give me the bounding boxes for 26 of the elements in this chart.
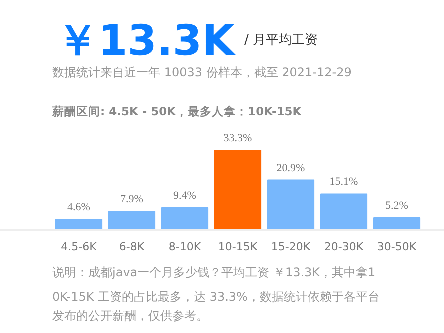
bar — [55, 218, 103, 230]
x-tick-label: 4.5-6K — [61, 240, 98, 254]
data-label: 33.3% — [224, 132, 252, 144]
x-tick-label: 6-8K — [119, 240, 146, 254]
bar — [214, 150, 262, 230]
x-tick-label: 30-50K — [377, 240, 418, 254]
data-label: 20.9% — [276, 162, 306, 174]
data-label: 5.2% — [386, 200, 408, 212]
chart-title: ￥13.3K — [56, 16, 236, 65]
bar — [320, 194, 368, 230]
x-tick-label: 10-15K — [218, 240, 258, 254]
chart-subtitle: / 月平均工资 — [244, 33, 318, 48]
bar — [267, 180, 315, 230]
data-label: 15.1% — [330, 176, 358, 188]
data-label: 4.6% — [68, 201, 90, 214]
text: 薪酬区间: 4.5K - 50K，最多人拿：10K-15K — [52, 104, 303, 118]
bar — [373, 218, 421, 230]
bar — [108, 211, 156, 230]
data-label: 7.9% — [120, 194, 144, 206]
data-label: 9.4% — [174, 190, 196, 202]
bar — [161, 207, 209, 230]
text: 数据统计来自近一年 10033 份样本，截至 2021-12-29 — [52, 66, 352, 80]
x-tick-label: 8-10K — [168, 240, 202, 254]
x-tick-label: 15-20K — [271, 240, 312, 254]
text: 说明：成都java一个月多少钱？平均工资 ￥13.3K，其中拿10K-15K 工资的占比最多，达 33.3%，数据统计依赖于各平台发布的公开薪酬，仅供参考。 — [52, 266, 380, 323]
x-tick-label: 20-30K — [324, 240, 364, 254]
